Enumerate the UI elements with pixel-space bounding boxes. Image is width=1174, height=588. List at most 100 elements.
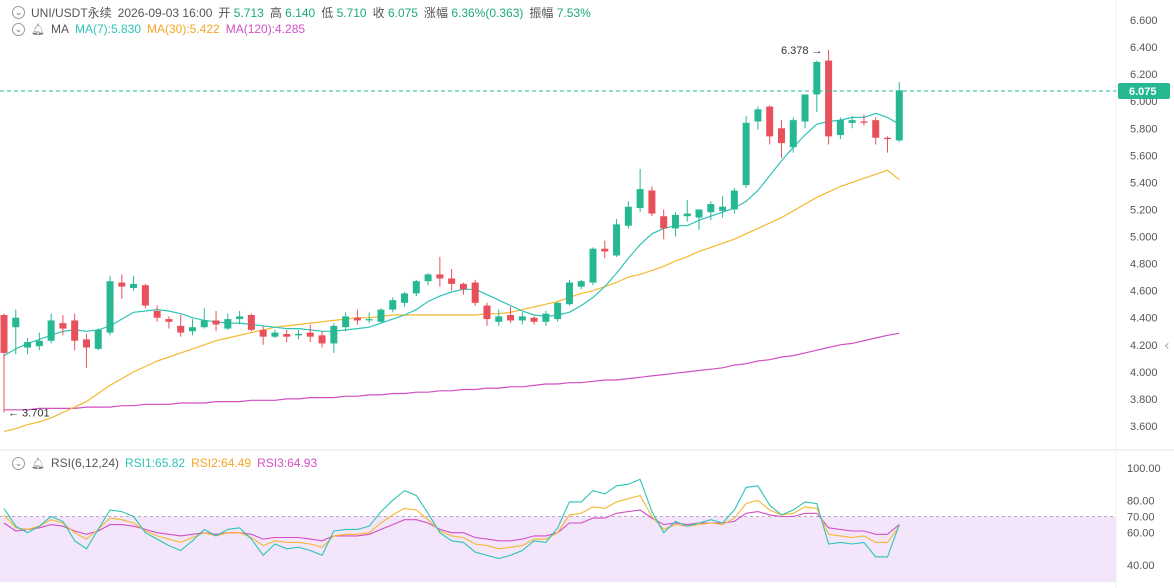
ma-legend: ⌄ 🔔︎ MA MA(7):5.830 MA(30):5.422 MA(120)…: [12, 22, 305, 36]
chevron-down-icon[interactable]: ⌄: [12, 6, 25, 19]
candle-up: [401, 293, 409, 303]
candle-up: [236, 316, 244, 320]
candle-down: [153, 310, 161, 318]
candle-down: [872, 120, 880, 138]
candle-up: [495, 316, 503, 322]
candle-down: [59, 323, 67, 329]
candle-up: [742, 122, 750, 186]
candle-down: [141, 285, 149, 306]
price-tick-label: 4.000: [1130, 367, 1158, 379]
low-value: 5.710: [336, 6, 367, 20]
price-tick-label: 4.600: [1130, 286, 1158, 298]
candle-up: [589, 248, 597, 283]
candle-up: [377, 309, 385, 322]
candle-down: [459, 283, 467, 290]
candle-down: [71, 320, 79, 341]
candle-down: [471, 282, 479, 303]
candle-up: [424, 274, 432, 282]
candle-up: [789, 120, 797, 148]
candle-up: [719, 206, 727, 211]
close-value: 6.075: [387, 6, 418, 20]
rsi2-legend: RSI2:64.49: [191, 456, 252, 470]
price-tick-label: 4.400: [1130, 313, 1158, 325]
candle-up: [342, 316, 350, 328]
candle-down: [648, 190, 656, 214]
price-tick-label: 5.600: [1130, 150, 1158, 162]
close-label: 收: [372, 6, 385, 20]
high-label: 高: [269, 6, 282, 20]
candle-down: [259, 329, 267, 337]
candle-up: [94, 329, 102, 349]
rsi3-legend: RSI3:64.93: [257, 456, 318, 470]
price-tick-label: 5.200: [1130, 204, 1158, 216]
candle-up: [389, 300, 397, 310]
price-tick-label: 6.200: [1130, 69, 1158, 81]
candle-down: [601, 248, 609, 252]
candle-up: [836, 120, 844, 136]
rsi1-legend: RSI1:65.82: [125, 456, 186, 470]
candle-up: [695, 209, 703, 218]
price-tick-label: 5.400: [1130, 177, 1158, 189]
rsi2-line: [3, 494, 900, 550]
candle-up: [365, 319, 373, 321]
candle-up: [636, 189, 644, 209]
chevron-down-icon[interactable]: ⌄: [12, 22, 25, 36]
ohlc-header: ⌄ UNI/USDT永续 2026-09-03 16:00 开 5.713 高 …: [12, 4, 591, 21]
rsi-tick-label: 100.00: [1127, 463, 1161, 475]
last-price-tag: [1118, 83, 1170, 100]
candle-up: [813, 61, 821, 95]
rsi-tick-label: 80.00: [1127, 495, 1155, 507]
candle-down: [0, 315, 8, 353]
price-tick-label: 3.800: [1130, 394, 1158, 406]
candle-up: [801, 94, 809, 122]
candle-down: [318, 335, 326, 344]
chevron-down-icon[interactable]: ⌄: [12, 456, 25, 470]
candle-down: [306, 332, 314, 337]
ma30-legend: MA(30):5.422: [147, 22, 220, 36]
rsi-label: RSI(6,12,24): [50, 456, 120, 470]
candle-up: [106, 281, 114, 333]
candle-up: [518, 316, 526, 321]
candle-up: [624, 206, 632, 226]
candle-down: [777, 128, 785, 144]
candle-up: [848, 120, 856, 123]
candle-down: [483, 305, 491, 320]
candle-up: [188, 327, 196, 332]
price-tick-label: 5.800: [1130, 123, 1158, 135]
candle-down: [448, 278, 456, 284]
candle-up: [683, 213, 691, 217]
ma7-legend: MA(7):5.830: [74, 22, 141, 36]
amplitude-label: 振幅: [529, 6, 554, 20]
candle-up: [224, 319, 232, 329]
rsi3-line: [3, 509, 900, 542]
ma30-line: [3, 169, 900, 432]
open-label: 开: [218, 6, 231, 20]
price-tick-label: 6.000: [1130, 96, 1158, 108]
candle-up: [271, 332, 279, 337]
candle-up: [565, 282, 573, 305]
price-tick-label: 5.000: [1130, 232, 1158, 244]
bell-icon[interactable]: 🔔︎: [31, 23, 45, 36]
ma120-line: [4, 332, 900, 411]
min-price-marker: ← 3.701: [8, 407, 50, 419]
open-value: 5.713: [233, 6, 264, 20]
ma-label: MA: [50, 22, 69, 36]
rsi-tick-label: 40.00: [1127, 560, 1155, 572]
candle-down: [165, 319, 173, 322]
candle-up: [542, 313, 550, 322]
low-label: 低: [321, 6, 334, 20]
amplitude-value: 7.53%: [556, 6, 591, 20]
candle-up: [730, 190, 738, 210]
candle-down: [507, 315, 515, 321]
candle-up: [554, 302, 562, 320]
symbol-label: UNI/USDT永续: [31, 6, 112, 20]
bell-icon[interactable]: 🔔︎: [31, 457, 45, 470]
candle-up: [613, 224, 621, 256]
candle-down: [766, 106, 774, 137]
candle-up: [671, 214, 679, 229]
rsi-legend: ⌄ 🔔︎ RSI(6,12,24) RSI1:65.82 RSI2:64.49 …: [12, 456, 317, 470]
last-price-label: 6.075: [1129, 86, 1157, 98]
candle-down: [825, 60, 833, 137]
